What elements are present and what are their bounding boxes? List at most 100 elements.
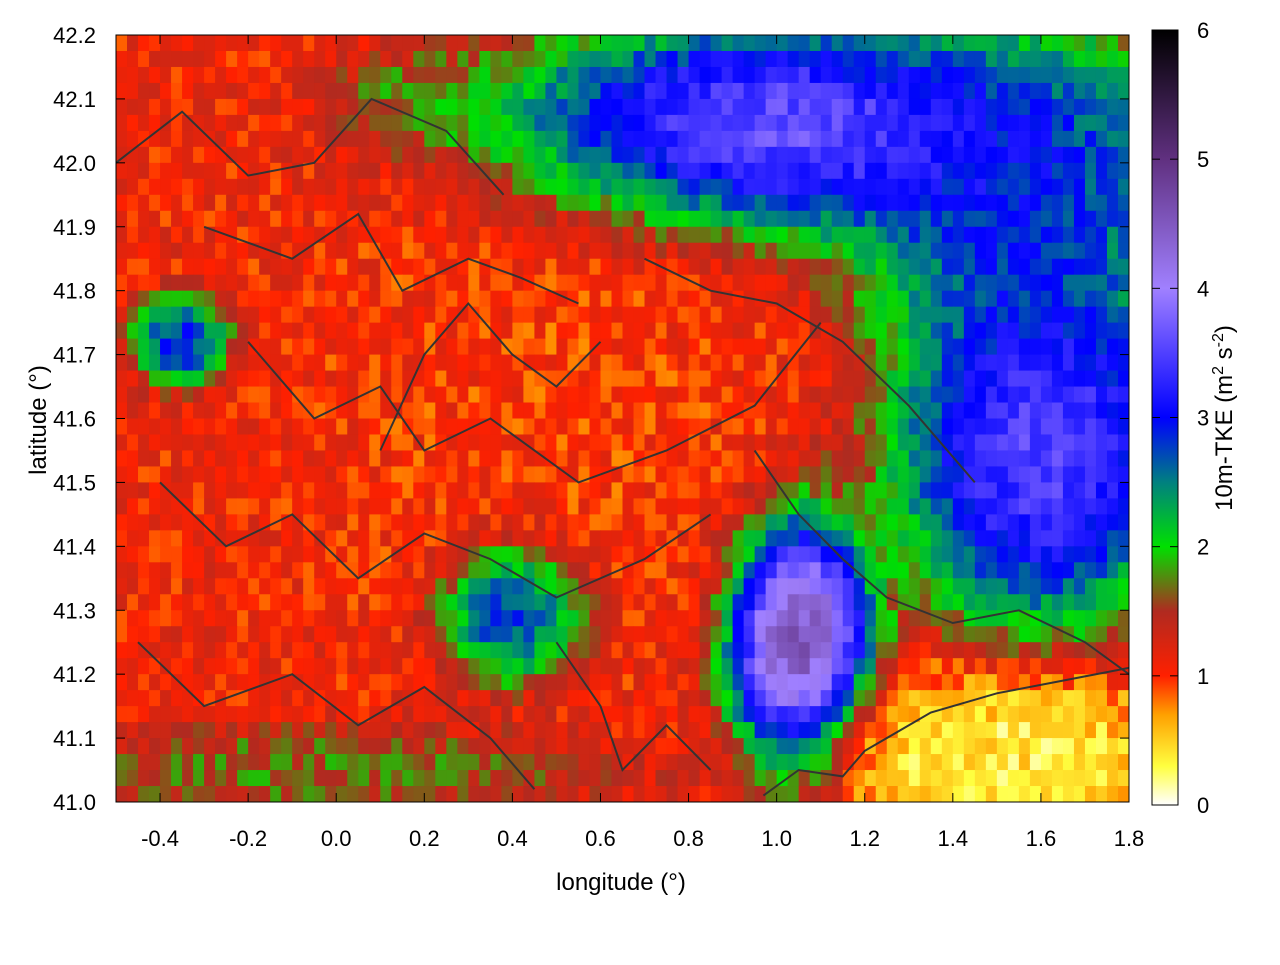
field-cell bbox=[303, 610, 315, 627]
field-cell bbox=[457, 706, 469, 723]
field-cell bbox=[721, 226, 734, 244]
field-cell bbox=[391, 322, 403, 340]
field-cell bbox=[831, 274, 844, 292]
field-cell bbox=[380, 722, 392, 739]
field-cell bbox=[688, 162, 701, 180]
field-cell bbox=[721, 418, 734, 436]
field-cell bbox=[1007, 754, 1020, 771]
field-cell bbox=[138, 338, 150, 356]
field-cell bbox=[270, 722, 282, 739]
field-cell bbox=[292, 498, 304, 515]
field-cell bbox=[1029, 770, 1042, 787]
field-cell bbox=[237, 466, 249, 484]
field-cell bbox=[149, 386, 161, 404]
field-cell bbox=[347, 370, 359, 388]
field-cell bbox=[193, 578, 205, 595]
field-cell bbox=[501, 578, 513, 595]
field-cell bbox=[501, 386, 513, 404]
field-cell bbox=[1095, 322, 1108, 340]
field-cell bbox=[358, 482, 370, 499]
field-cell bbox=[963, 434, 976, 452]
field-cell bbox=[281, 562, 293, 579]
field-cell bbox=[633, 546, 646, 563]
field-cell bbox=[523, 690, 536, 707]
field-cell bbox=[490, 162, 502, 180]
field-cell bbox=[303, 658, 315, 675]
field-cell bbox=[270, 210, 282, 228]
field-cell bbox=[908, 178, 921, 196]
field-cell bbox=[644, 82, 657, 100]
field-cell bbox=[633, 562, 646, 579]
field-cell bbox=[963, 770, 976, 787]
field-cell bbox=[985, 626, 998, 643]
field-cell bbox=[1073, 610, 1086, 627]
field-cell bbox=[512, 290, 524, 308]
field-cell bbox=[688, 514, 701, 531]
field-cell bbox=[578, 530, 591, 547]
field-cell bbox=[369, 722, 381, 739]
field-cell bbox=[138, 690, 150, 707]
field-cell bbox=[699, 578, 712, 595]
field-cell bbox=[963, 418, 976, 436]
field-cell bbox=[798, 162, 811, 180]
field-cell bbox=[1040, 370, 1053, 388]
field-cell bbox=[204, 338, 216, 356]
field-cell bbox=[182, 722, 194, 739]
field-cell bbox=[930, 338, 943, 356]
field-cell bbox=[798, 354, 811, 372]
field-cell bbox=[765, 258, 778, 276]
field-cell bbox=[831, 594, 844, 611]
field-cell bbox=[182, 35, 194, 52]
field-cell bbox=[402, 770, 414, 787]
field-cell bbox=[259, 546, 271, 563]
field-cell bbox=[325, 418, 337, 436]
field-cell bbox=[138, 562, 150, 579]
field-cell bbox=[468, 482, 480, 499]
field-cell bbox=[798, 66, 811, 84]
field-cell bbox=[1095, 114, 1108, 132]
field-cell bbox=[347, 66, 359, 84]
field-cell bbox=[204, 674, 216, 691]
field-cell bbox=[391, 226, 403, 244]
field-cell bbox=[809, 482, 822, 499]
field-cell bbox=[655, 178, 668, 196]
field-cell bbox=[1007, 514, 1020, 531]
field-cell bbox=[171, 178, 183, 196]
field-cell bbox=[259, 66, 271, 84]
field-cell bbox=[336, 418, 348, 436]
field-cell bbox=[842, 498, 855, 515]
field-cell bbox=[281, 162, 293, 180]
field-cell bbox=[314, 562, 326, 579]
field-cell bbox=[732, 530, 745, 547]
field-cell bbox=[1029, 626, 1042, 643]
field-cell bbox=[479, 162, 491, 180]
field-cell bbox=[655, 130, 668, 148]
field-cell bbox=[435, 450, 447, 468]
field-cell bbox=[864, 498, 877, 515]
field-cell bbox=[1084, 402, 1097, 420]
field-cell bbox=[512, 594, 524, 611]
field-cell bbox=[391, 338, 403, 356]
field-cell bbox=[457, 242, 469, 260]
field-cell bbox=[611, 242, 624, 260]
field-cell bbox=[534, 226, 547, 244]
field-cell bbox=[721, 242, 734, 260]
field-cell bbox=[710, 626, 723, 643]
field-cell bbox=[446, 546, 458, 563]
field-cell bbox=[501, 706, 513, 723]
field-cell bbox=[732, 434, 745, 452]
field-cell bbox=[699, 626, 712, 643]
field-cell bbox=[369, 450, 381, 468]
field-cell bbox=[259, 434, 271, 452]
colorbar-tick-label: 0 bbox=[1197, 793, 1209, 818]
field-cell bbox=[325, 722, 337, 739]
field-cell bbox=[688, 82, 701, 100]
field-cell bbox=[655, 738, 668, 755]
field-cell bbox=[644, 770, 657, 787]
field-cell bbox=[963, 226, 976, 244]
field-cell bbox=[864, 674, 877, 691]
field-cell bbox=[248, 626, 260, 643]
field-cell bbox=[600, 450, 613, 468]
field-cell bbox=[732, 35, 745, 52]
field-cell bbox=[314, 242, 326, 260]
